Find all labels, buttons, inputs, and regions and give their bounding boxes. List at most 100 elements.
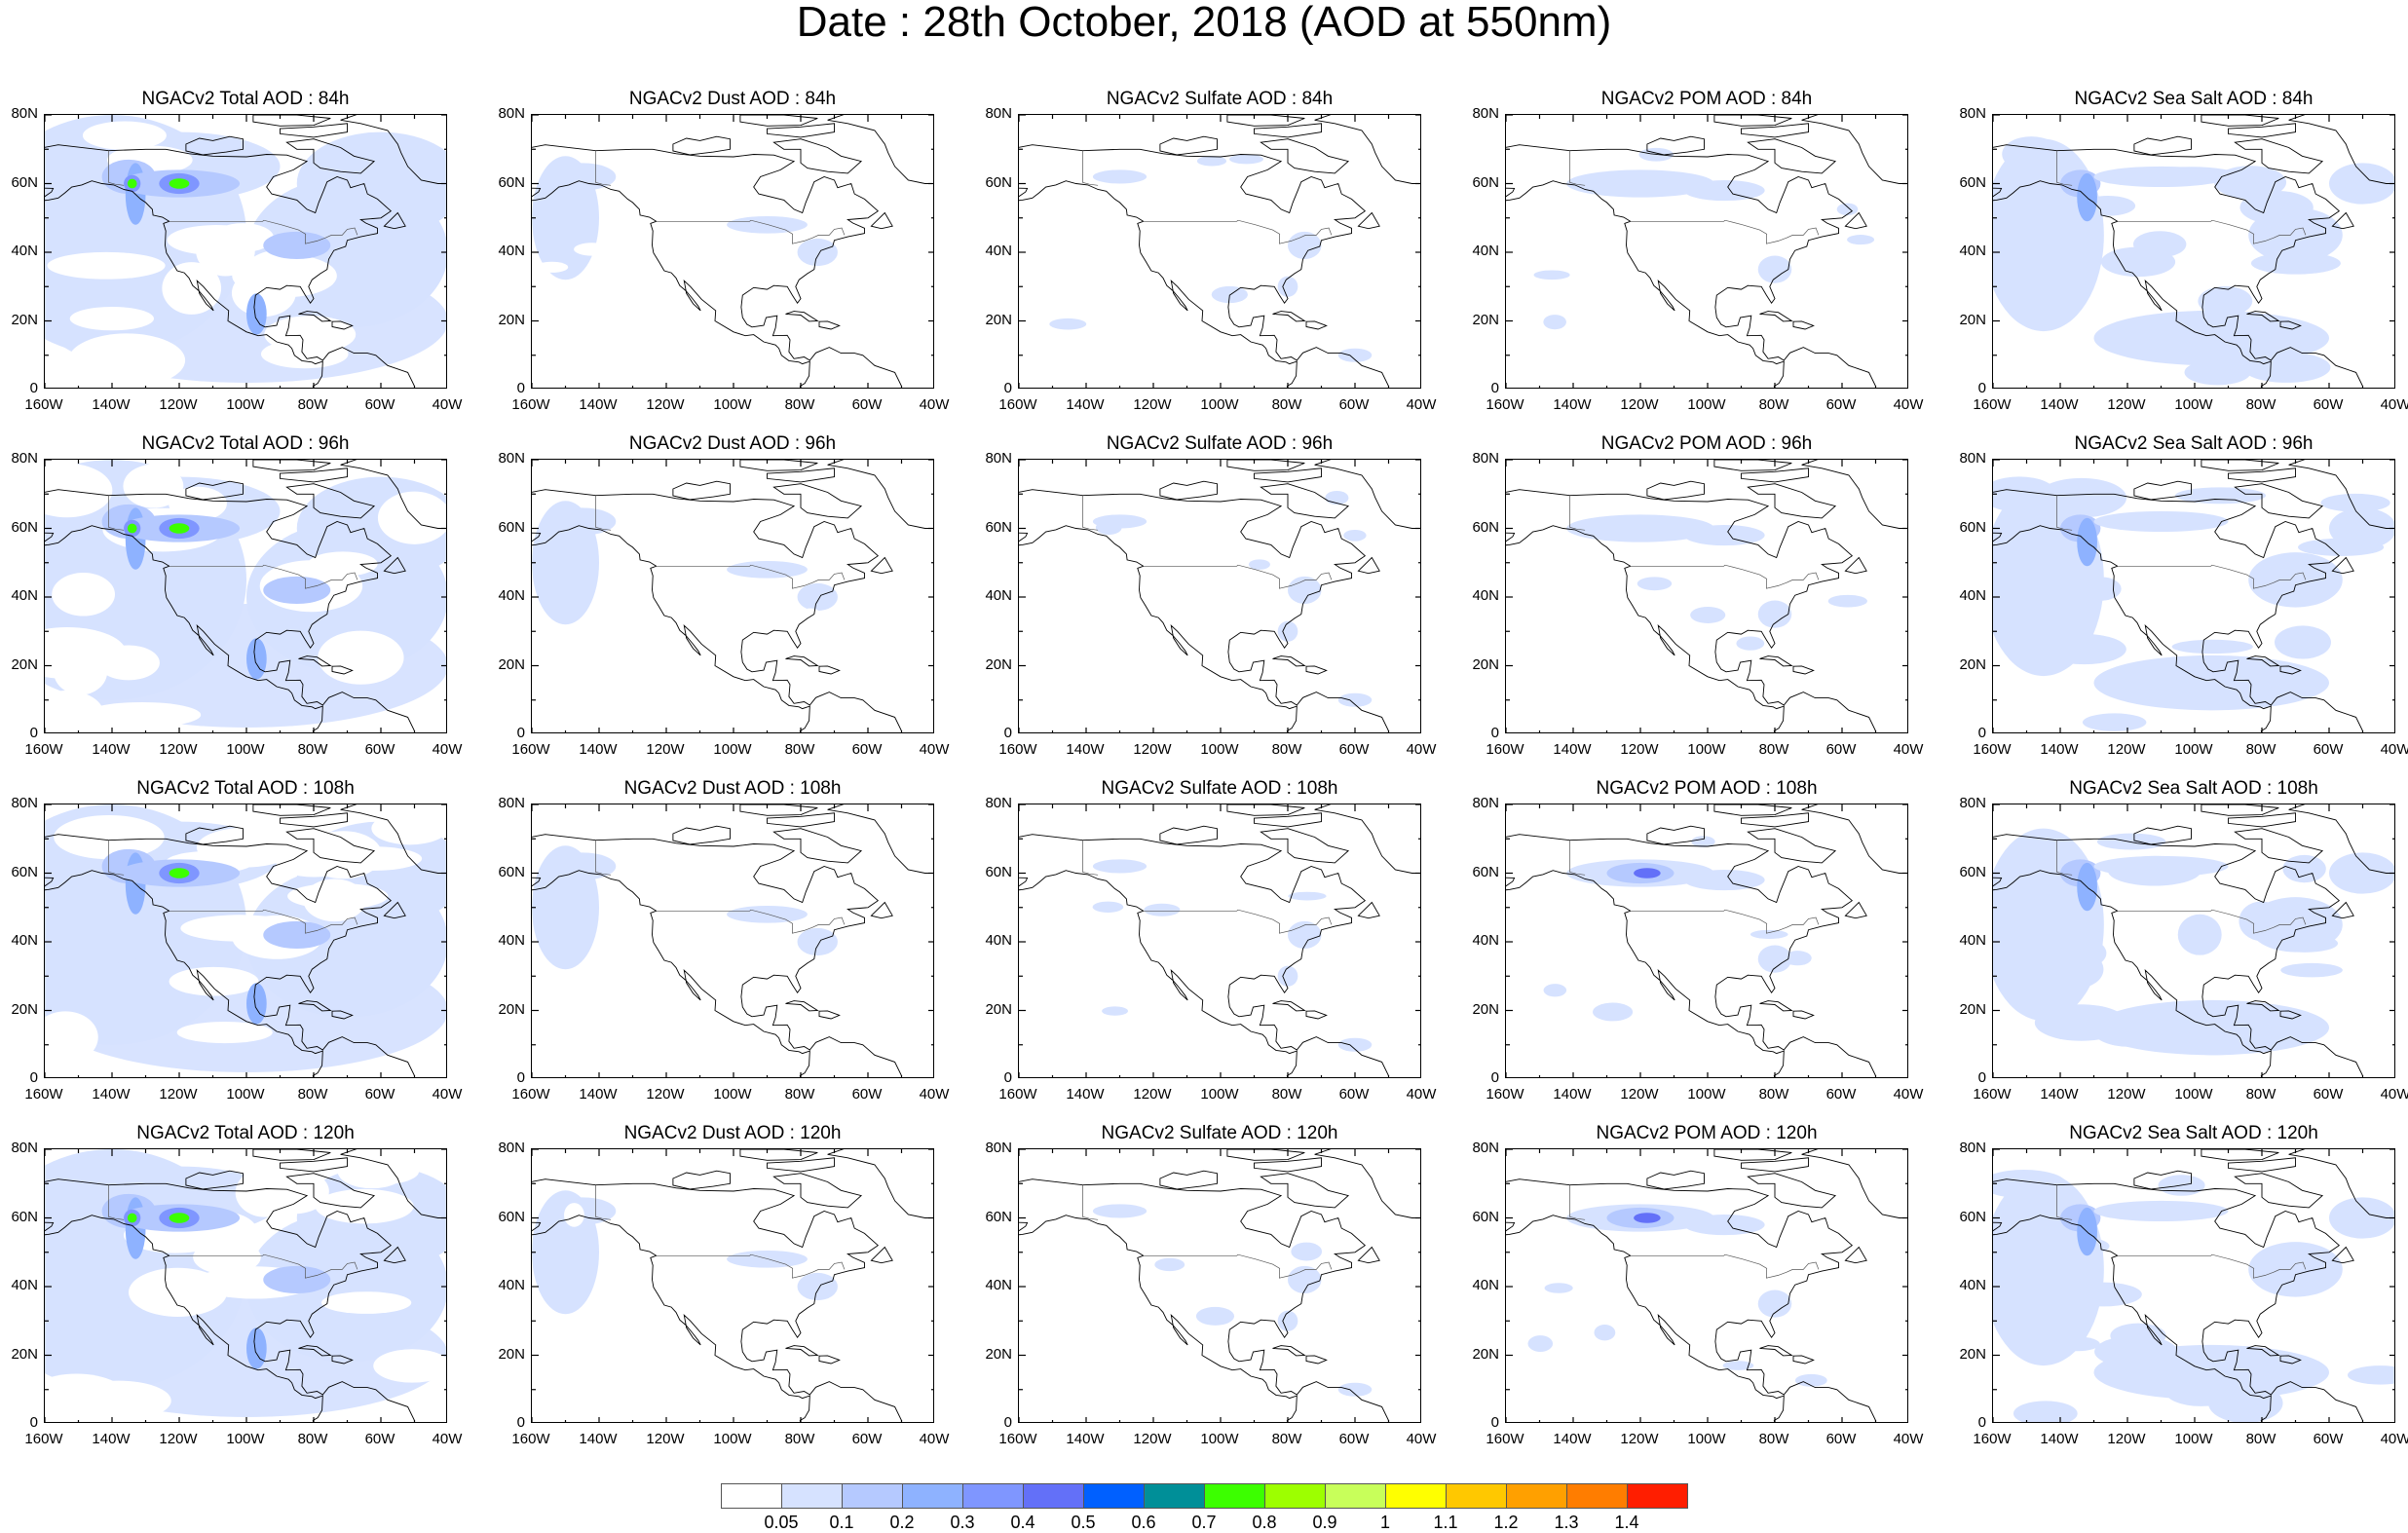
lon-label: 120W [159, 1431, 198, 1447]
lat-label: 40N [1959, 1277, 1986, 1293]
colorbar-label: 1.4 [1614, 1513, 1639, 1532]
panel-title: NGACv2 Dust AOD : 120h [623, 1123, 842, 1143]
map-panel-total-108h [44, 804, 447, 1078]
lon-label: 60W [851, 396, 883, 413]
aod-patch [1750, 929, 1788, 940]
coastline [1305, 665, 1328, 675]
aod-patch [1637, 577, 1673, 591]
lat-label: 80N [11, 1140, 38, 1156]
aod-shading [1993, 136, 2394, 386]
aod-shading [1533, 147, 1875, 330]
aod-patch [1634, 1213, 1661, 1223]
coastline [785, 655, 819, 667]
aod-patch [2042, 633, 2126, 665]
aod-patch [1049, 318, 1087, 330]
lon-label: 40W [432, 396, 463, 413]
lat-label: 40N [11, 1277, 38, 1293]
lat-label: 40N [498, 243, 525, 259]
panel-title: NGACv2 Sulfate AOD : 96h [1106, 433, 1334, 454]
aod-patch [54, 814, 165, 860]
lon-label: 60W [851, 741, 883, 758]
aod-patch [246, 293, 267, 335]
coastline [2133, 135, 2192, 156]
lon-label: 160W [24, 1431, 63, 1447]
aod-patch [1195, 1306, 1235, 1326]
map-canvas [1993, 804, 2394, 1077]
aod-patch [2320, 493, 2390, 512]
aod-patch [2174, 487, 2266, 505]
lon-label: 40W [1893, 1086, 1924, 1103]
panel-title: NGACv2 Sea Salt AOD : 84h [2074, 89, 2314, 109]
aod-patch [2248, 1242, 2343, 1297]
coastline [331, 1355, 354, 1365]
lon-label: 120W [1133, 396, 1172, 413]
coastline [870, 1246, 893, 1264]
aod-patch [1691, 836, 1715, 847]
coastline [1272, 655, 1306, 667]
lon-label: 80W [2245, 741, 2276, 758]
coastline [1741, 467, 1809, 483]
aod-shading [45, 460, 446, 732]
coastline [1159, 1170, 1218, 1190]
figure-title: Date : 28th October, 2018 (AOD at 550nm) [796, 0, 1612, 46]
lon-label: 100W [1200, 741, 1239, 758]
coastline [2228, 812, 2296, 828]
map-canvas [45, 460, 446, 732]
colorbar-label: 0.05 [764, 1513, 799, 1532]
coastline [1792, 1355, 1815, 1365]
aod-patch [1993, 828, 2104, 1022]
aod-shading [1092, 1204, 1373, 1397]
country-border [656, 564, 846, 589]
lon-label: 160W [1973, 1086, 2012, 1103]
lat-label: 40N [1959, 587, 1986, 604]
aod-patch [2348, 1365, 2394, 1385]
lat-label: 60N [1959, 863, 1986, 880]
map-panel-dust-96h [531, 459, 934, 733]
lon-label: 40W [1406, 1086, 1437, 1103]
lon-label: 160W [1486, 396, 1524, 413]
lat-label: 0 [29, 1414, 38, 1431]
country-border [108, 1184, 125, 1220]
colorbar-swatch [1023, 1483, 1084, 1509]
coastline [1260, 138, 1350, 174]
aod-patch [1196, 156, 1227, 167]
aod-shading [45, 115, 446, 388]
coastline [2234, 828, 2324, 864]
aod-patch [246, 638, 267, 680]
aod-patch [859, 963, 892, 987]
coastline [2201, 804, 2279, 816]
coastline [2246, 655, 2280, 667]
lon-label: 60W [1338, 1431, 1370, 1447]
aod-patch [2096, 833, 2166, 850]
aod-patch [287, 882, 389, 910]
coastline [818, 665, 841, 675]
map-panel-dust-120h [531, 1148, 934, 1423]
lon-label: 160W [998, 396, 1037, 413]
lon-label: 40W [1893, 396, 1924, 413]
coastline [1713, 1149, 1792, 1161]
lon-label: 100W [713, 1431, 752, 1447]
aod-patch [45, 691, 104, 732]
lon-label: 60W [364, 1086, 395, 1103]
lon-label: 40W [2380, 1431, 2408, 1447]
country-border [595, 495, 612, 531]
coastline [2279, 665, 2302, 675]
lon-label: 100W [226, 1431, 265, 1447]
coastline [285, 1173, 376, 1209]
aod-patch [2082, 713, 2147, 731]
coastline [331, 1010, 354, 1020]
aod-patch [127, 523, 137, 534]
coastline [1226, 1149, 1305, 1161]
lon-label: 160W [24, 741, 63, 758]
aod-shading [1543, 836, 1812, 1022]
lat-label: 40N [985, 1277, 1012, 1293]
coastline [672, 135, 731, 156]
lon-label: 160W [24, 1086, 63, 1103]
aod-patch [641, 1228, 686, 1244]
lon-label: 100W [226, 396, 265, 413]
coastline [739, 115, 818, 127]
coastline [2228, 123, 2296, 138]
lon-label: 140W [2040, 396, 2079, 413]
aod-patch [82, 121, 167, 150]
lon-label: 120W [2107, 1086, 2146, 1103]
